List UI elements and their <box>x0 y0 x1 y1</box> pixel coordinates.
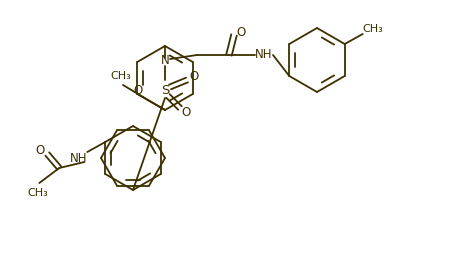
Text: N: N <box>161 54 169 68</box>
Text: CH₃: CH₃ <box>362 24 383 34</box>
Text: O: O <box>237 25 246 39</box>
Text: CH₃: CH₃ <box>111 71 131 81</box>
Text: O: O <box>182 106 191 119</box>
Text: CH₃: CH₃ <box>27 188 48 198</box>
Text: O: O <box>189 70 199 84</box>
Text: O: O <box>133 84 142 96</box>
Text: NH: NH <box>255 47 273 61</box>
Text: O: O <box>35 144 45 156</box>
Text: S: S <box>161 84 169 96</box>
Text: NH: NH <box>70 152 87 166</box>
